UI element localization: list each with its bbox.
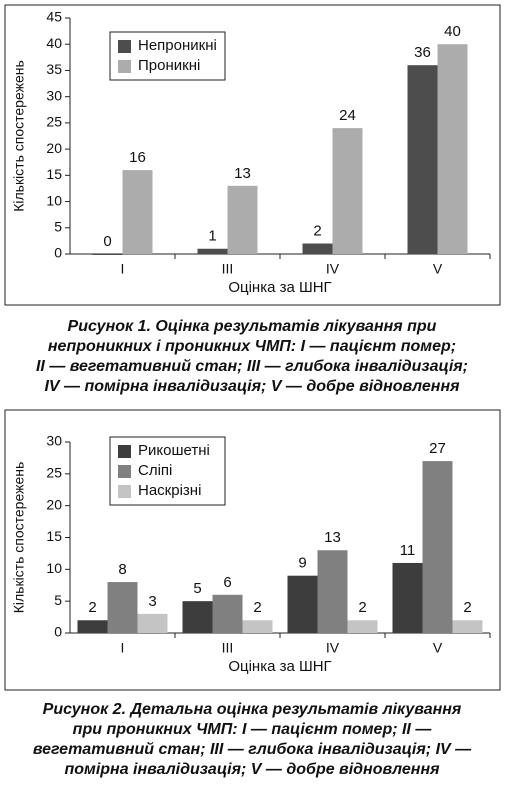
x-tick-label: III: [222, 640, 234, 656]
x-tick-label: IV: [326, 261, 340, 277]
value-label: 3: [148, 593, 156, 610]
bar: [452, 620, 483, 633]
value-label: 9: [298, 555, 306, 572]
legend-label: Наскрізні: [138, 482, 201, 499]
legend-label: Проникні: [138, 57, 200, 74]
bar: [287, 575, 318, 633]
value-label: 5: [193, 580, 201, 597]
bar: [92, 254, 123, 255]
chart-frame: [4, 4, 501, 306]
legend-swatch: [118, 445, 131, 458]
value-label: 27: [429, 440, 446, 457]
value-label: 2: [253, 599, 261, 616]
value-label: 11: [400, 542, 416, 559]
bar: [197, 248, 228, 254]
value-label: 2: [88, 599, 96, 616]
legend-swatch: [118, 465, 131, 478]
caption-line: при проникних ЧМП: I — пацієнт помер; II…: [73, 721, 433, 738]
y-tick-label: 5: [54, 218, 62, 234]
value-label: 13: [324, 529, 341, 546]
caption-line: Рисунок 2. Детальна оцінка результатів л…: [43, 701, 462, 718]
legend-swatch: [118, 40, 131, 53]
value-label: 2: [463, 599, 471, 616]
y-tick-label: 0: [54, 624, 62, 640]
y-tick-label: 40: [46, 35, 62, 51]
bar: [227, 185, 258, 254]
value-label: 2: [358, 599, 366, 616]
value-label: 6: [223, 574, 231, 591]
value-label: 13: [234, 165, 251, 182]
chart-frame: [4, 409, 501, 691]
bar: [317, 550, 348, 633]
legend-swatch: [118, 60, 131, 73]
legend-label: Непроникні: [138, 37, 217, 54]
bar: [437, 44, 468, 254]
value-label: 24: [339, 107, 356, 124]
y-tick-label: 35: [46, 61, 62, 77]
bar: [302, 243, 333, 254]
bar: [332, 128, 363, 254]
value-label: 40: [444, 23, 461, 40]
x-tick-label: V: [433, 261, 443, 277]
y-tick-label: 10: [46, 560, 62, 576]
x-tick-label: IV: [326, 640, 340, 656]
caption-line: Рисунок 1. Оцінка результатів лікування …: [68, 318, 437, 335]
x-axis-title: Оцінка за ШНГ: [228, 279, 331, 296]
bar: [122, 170, 153, 254]
y-tick-label: 25: [46, 465, 62, 481]
y-tick-label: 25: [46, 114, 62, 130]
y-axis-title: Кількість спостережень: [11, 60, 27, 212]
caption-line: помірна інвалідизація; V — добре відновл…: [64, 761, 440, 778]
y-tick-label: 45: [46, 9, 62, 25]
bar: [212, 594, 243, 633]
y-tick-label: 15: [46, 166, 62, 182]
y-axis-title: Кількість спостережень: [11, 462, 27, 614]
value-label: 36: [414, 44, 431, 61]
legend-swatch: [118, 485, 131, 498]
bar: [182, 601, 213, 633]
y-tick-label: 0: [54, 245, 62, 261]
x-tick-label: I: [121, 640, 125, 656]
x-axis-title: Оцінка за ШНГ: [228, 658, 331, 675]
x-tick-label: V: [433, 640, 443, 656]
y-tick-label: 20: [46, 140, 62, 156]
value-label: 8: [118, 561, 126, 578]
value-label: 1: [208, 228, 216, 245]
y-tick-label: 20: [46, 496, 62, 512]
caption-line: IV — помірна інвалідизація; V — добре ві…: [44, 378, 460, 395]
caption-line: II — вегетативний стан; III — глибока ін…: [36, 358, 468, 375]
y-tick-label: 30: [46, 433, 62, 449]
y-tick-label: 10: [46, 192, 62, 208]
bar: [422, 461, 453, 633]
bar: [137, 613, 168, 633]
bar: [392, 562, 423, 633]
legend-label: Рикошетні: [138, 442, 210, 459]
bar: [347, 620, 378, 633]
bar: [107, 582, 138, 633]
bar: [407, 65, 438, 254]
value-label: 2: [313, 222, 321, 239]
x-tick-label: III: [222, 261, 234, 277]
y-tick-label: 30: [46, 87, 62, 103]
bar: [242, 620, 273, 633]
value-label: 16: [129, 149, 146, 166]
legend-label: Сліпі: [138, 462, 172, 479]
caption-line: непроникних і проникних ЧМП: I — пацієнт…: [48, 338, 456, 355]
caption-line: вегетативний стан; III — глибока інвалід…: [33, 741, 472, 758]
bar: [77, 620, 108, 633]
x-tick-label: I: [121, 261, 125, 277]
y-tick-label: 5: [54, 592, 62, 608]
y-tick-label: 15: [46, 528, 62, 544]
value-label: 0: [103, 233, 111, 250]
